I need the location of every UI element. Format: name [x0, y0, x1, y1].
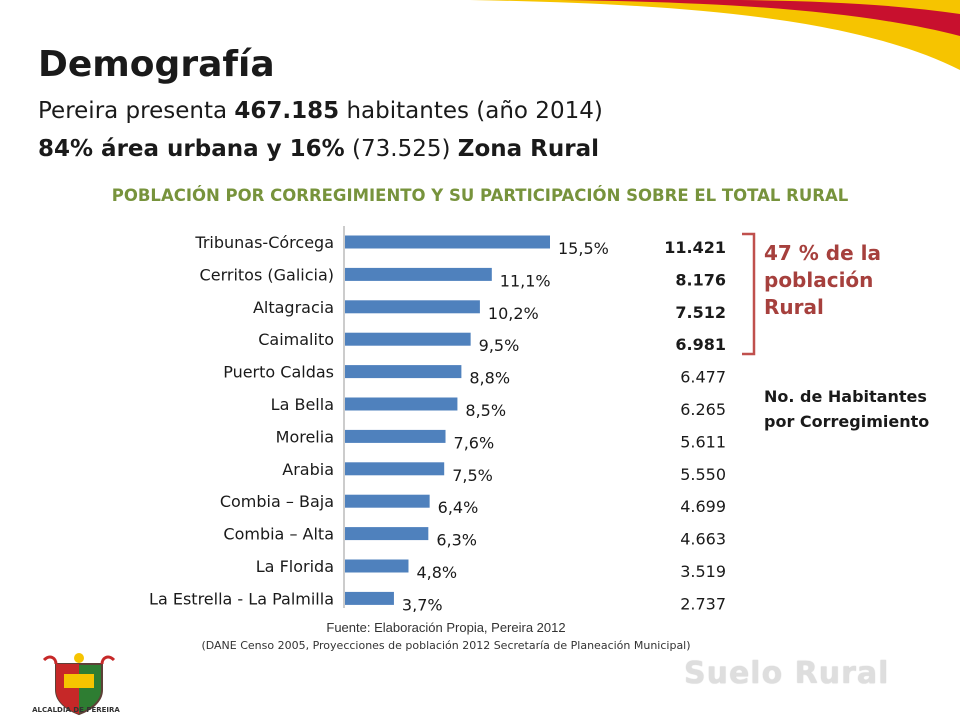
category-label: Cerritos (Galicia): [200, 265, 334, 284]
bar: [345, 267, 492, 281]
habitantes-value: 4.699: [680, 497, 726, 516]
habitantes-value: 5.611: [680, 432, 726, 451]
bar: [345, 300, 480, 314]
page-title: Demografía: [38, 44, 275, 85]
bar-chart: Tribunas-Córcega Cerritos (Galicia) Altagr…: [149, 226, 726, 612]
value-label: 8,5%: [465, 401, 506, 420]
habitantes-value: 6.265: [680, 400, 726, 419]
category-label: Altagracia: [253, 298, 334, 317]
subtitle-line-1: Pereira presenta 467.185 habitantes (año…: [38, 98, 603, 124]
category-label: Combia – Alta: [223, 525, 334, 544]
value-label: 6,3%: [436, 531, 477, 550]
habitantes-value: 6.981: [675, 335, 726, 354]
category-label: Puerto Caldas: [223, 363, 334, 382]
category-label: Tribunas-Córcega: [194, 233, 334, 252]
bar: [345, 462, 445, 476]
habitantes-label: No. de Habitantes por Corregimiento: [764, 387, 930, 431]
value-label: 4,8%: [416, 563, 457, 582]
bar: [345, 559, 409, 573]
bar: [345, 591, 394, 605]
category-label: La Bella: [271, 395, 334, 414]
value-label: 7,5%: [452, 466, 493, 485]
bar: [345, 494, 430, 508]
bar: [345, 429, 446, 443]
logo-caption: ALCALDIA DE PEREIRA: [32, 706, 120, 714]
bar: [345, 235, 550, 249]
value-label: 15,5%: [558, 239, 609, 258]
category-label: Caimalito: [258, 330, 334, 349]
value-label: 11,1%: [500, 271, 551, 290]
subtitle-line-2: 84% área urbana y 16% (73.525) Zona Rura…: [38, 136, 599, 162]
alcaldia-logo-icon: [42, 653, 116, 716]
category-label: Combia – Baja: [220, 492, 334, 511]
value-label: 8,8%: [469, 369, 510, 388]
category-label: Morelia: [276, 427, 334, 446]
source-text: Fuente: Elaboración Propia, Pereira 2012: [326, 620, 566, 635]
bar: [345, 397, 458, 411]
value-label: 9,5%: [479, 336, 520, 355]
value-label: 6,4%: [438, 498, 479, 517]
habitantes-value: 2.737: [680, 594, 726, 612]
chart-title: POBLACIÓN POR CORREGIMIENTO Y SU PARTICI…: [111, 186, 849, 205]
bracket-icon: [742, 232, 756, 356]
value-label: 7,6%: [454, 433, 495, 452]
value-label: 10,2%: [488, 304, 539, 323]
habitantes-value: 4.663: [680, 530, 726, 549]
category-label: La Estrella - La Palmilla: [149, 589, 334, 608]
header-swoosh: [470, 0, 960, 70]
habitantes-value: 6.477: [680, 368, 726, 387]
habitantes-value: 5.550: [680, 465, 726, 484]
bar: [345, 365, 462, 379]
habitantes-value: 8.176: [675, 270, 726, 289]
bar: [345, 527, 429, 541]
habitantes-value: 7.512: [675, 303, 726, 322]
category-label: La Florida: [256, 557, 334, 576]
habitantes-value: 11.421: [664, 238, 726, 257]
category-label: Arabia: [282, 460, 334, 479]
rural-share-note: 47 % de la población Rural: [764, 241, 881, 319]
habitantes-value: 3.519: [680, 562, 726, 581]
watermark-text: Suelo Rural: [684, 656, 890, 691]
source-detail: (DANE Censo 2005, Proyecciones de poblac…: [201, 639, 691, 652]
value-label: 3,7%: [402, 595, 443, 612]
bar: [345, 332, 471, 346]
